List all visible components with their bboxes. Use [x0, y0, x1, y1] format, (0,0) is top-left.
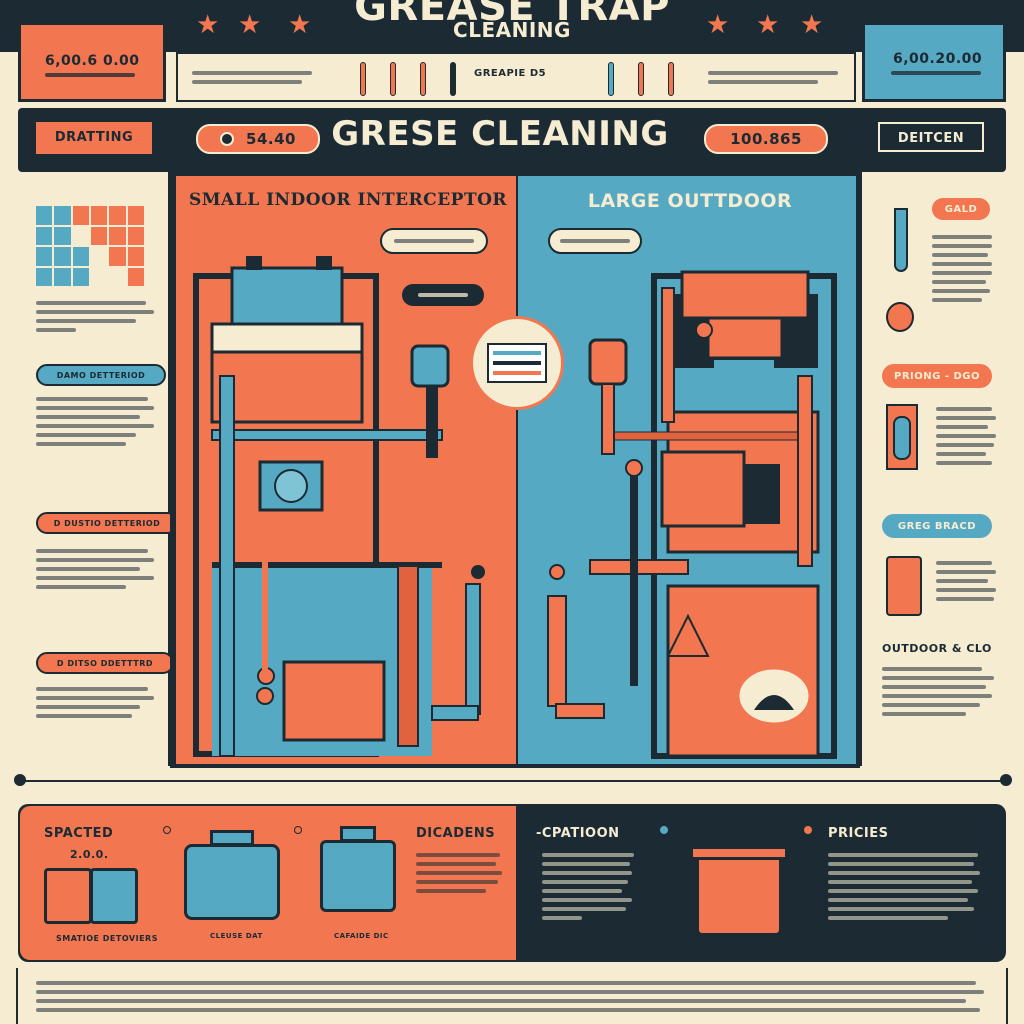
section-divider [18, 780, 1006, 782]
banner-main-title: GRESE CLEANING [331, 114, 669, 154]
sidebar-pill-2: D DUSTIO DETTERIOD [36, 512, 178, 534]
header-right-box: 6,00.20.00 [862, 22, 1006, 102]
marker-dot [1000, 774, 1012, 786]
bottom-dicadens-label: DICADENS [416, 826, 496, 841]
bin-icon [90, 868, 138, 924]
star-icon: ★ [706, 10, 730, 40]
left-sidebar: DAMO DETTERIOD D DUSTIO DETTERIOD D DITS… [18, 172, 178, 766]
header-left-value: 6,00.6 0.00 [45, 53, 140, 69]
trap-unit-icon [184, 844, 280, 920]
header-subtitle: CLEANING [453, 18, 571, 42]
thermometer-icon [420, 62, 426, 96]
header-center-label: GREAPIE D5 [474, 68, 547, 79]
price-left-value: 54.40 [246, 130, 296, 148]
canister-icon [886, 404, 918, 470]
large-panel-title: LARGE OUTTDOOR [587, 190, 793, 212]
sidebar-pill-1: DAMO DETTERIOD [36, 364, 166, 386]
right-sidebar: GALD PRIONG - DGO GREG BRACD OUTDOOR & C… [860, 172, 1006, 766]
footer-rule [16, 968, 18, 1024]
footer-text-block [36, 976, 986, 1017]
right-pill-2: PRIONG - DGO [882, 364, 992, 388]
grid-chart-icon [36, 206, 144, 286]
flask-icon [886, 302, 914, 332]
pin-icon [294, 826, 302, 834]
thermometer-icon [450, 62, 456, 96]
caption-b: CAFAIDE DIC [334, 932, 389, 940]
thermometer-icon [360, 62, 366, 96]
price-right-pill: 100.865 [704, 124, 828, 154]
bucket-large-icon [696, 856, 782, 936]
header-band [0, 0, 1024, 52]
footer-rule [1006, 968, 1008, 1024]
test-tube-icon [894, 208, 908, 272]
bin-icon [44, 868, 92, 924]
right-section-title: OUTDOOR & CLO [882, 642, 992, 655]
indoor-tag [402, 284, 484, 306]
thermometer-icon [390, 62, 396, 96]
bucket-large-rim [690, 846, 788, 860]
pin-icon [804, 826, 812, 834]
right-pill-3: GREG BRACD [882, 514, 992, 538]
banner-band [18, 108, 1006, 172]
indoor-callout [380, 228, 488, 254]
pin-icon [163, 826, 171, 834]
small-unit-label: SMATIOE DETOVIERS [56, 934, 158, 943]
outdoor-interceptor-diagram [547, 270, 837, 759]
star-icon: ★ [196, 10, 220, 40]
thermometer-icon [608, 62, 614, 96]
header-left-box: 6,00.6 0.00 [18, 22, 166, 102]
bottom-spacted-label: SPACTED [44, 826, 114, 841]
marker-dot [14, 774, 26, 786]
star-icon: ★ [800, 10, 824, 40]
price-left-pill: 54.40 [196, 124, 320, 154]
header-info-strip: GREAPIE D5 [176, 52, 856, 102]
header-right-value: 6,00.20.00 [893, 51, 983, 67]
circle-icon [220, 132, 235, 146]
star-icon: ★ [238, 10, 262, 40]
indoor-interceptor-diagram [193, 256, 485, 757]
bucket-icon [886, 556, 922, 616]
banner-left-tab: DRATTING [36, 122, 152, 154]
bottom-capacity-label: 2.0.0. [70, 848, 109, 861]
trap-unit-lid [340, 826, 376, 842]
trap-unit-icon [320, 840, 396, 912]
outdoor-callout [548, 228, 642, 254]
star-icon: ★ [756, 10, 780, 40]
star-icon: ★ [288, 10, 312, 40]
banner-right-tab: DEITCEN [878, 122, 984, 152]
sidebar-pill-3: D DITSO DDETTTRD [36, 652, 174, 674]
small-panel-title: SMALL INDOOR INTERCEPTOR [188, 190, 508, 210]
caption-a: CLEUSE DAT [210, 932, 263, 940]
header-title: GREASE TRAP [354, 0, 670, 30]
bottom-pricies-label: PRICIES [828, 826, 889, 841]
trap-unit-lid [210, 830, 254, 846]
bottom-cpatioon-label: -CPATIOON [536, 826, 620, 841]
thermometer-icon [638, 62, 644, 96]
thermometer-icon [668, 62, 674, 96]
center-badge-icon [470, 316, 564, 410]
right-pill-1: GALD [932, 198, 990, 220]
pin-icon [660, 826, 668, 834]
